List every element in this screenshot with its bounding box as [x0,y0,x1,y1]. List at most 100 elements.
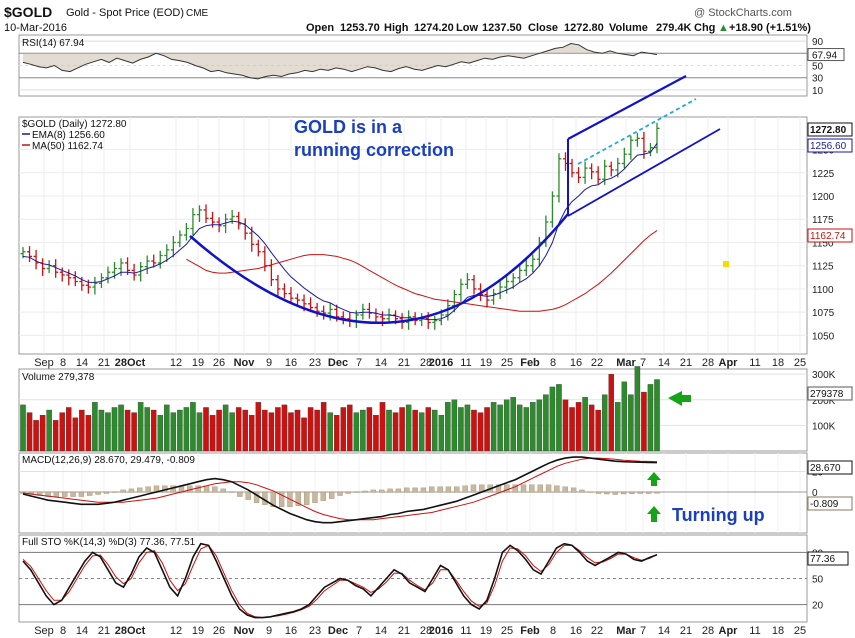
volume-bar [386,409,392,452]
macd-histogram-bar [237,491,243,497]
macd-histogram-bar [212,486,218,493]
macd-up-arrow-icon [647,472,661,486]
macd-histogram-bar [454,486,460,493]
macd-histogram-bar [53,491,60,497]
volume-bar [399,407,405,452]
macd-histogram-bar [437,486,443,493]
volume-bar [209,414,216,452]
stochastic-k-line [22,542,658,619]
price-x-tick-label: 26 [213,357,225,369]
volume-bar [366,407,373,452]
price-x-tick-label: 14 [658,357,670,369]
ema8-line [22,143,658,321]
turning-up-arrow-icon [647,506,661,522]
close-value: 1272.80 [564,22,604,34]
macd-hist-tag: -0.809 [810,499,839,510]
price-x-tick-label: Sep [34,357,54,369]
stochastic-x-tick-label: 25 [501,625,513,637]
close-label: Close [528,22,558,34]
volume-y-tick-label: 200K [812,396,836,407]
macd-histogram-bar [312,491,318,503]
rsi-line [22,42,658,80]
macd-hist-tag-box [807,496,853,511]
volume-bar [72,417,79,452]
volume-bar [249,414,255,452]
volume-bar [52,420,59,452]
volume-bar [190,402,196,452]
volume-bar [458,407,464,452]
macd-histogram-bar [62,491,68,497]
volume-bar [59,412,65,452]
annotations: GOLD is in a running correction Turning … [294,117,765,525]
volume-bar [575,402,582,452]
stochastic-x-tick-label: 23 [309,625,321,637]
price-x-tick-label: 14 [76,357,88,369]
instrument-name: Gold - Spot Price (EOD) [66,7,184,19]
macd-histogram-bar [95,491,101,495]
macd-histogram-bar [128,488,135,493]
volume-bar [477,412,484,452]
macd-histogram-bar [87,491,93,496]
price-x-tick-label: 28 [702,357,714,369]
macd-histogram-bar [554,485,560,493]
price-panel: 125012251200117511501125110010751050$GOL… [19,75,853,342]
macd-histogram-bar [345,491,351,494]
macd-histogram-bar [70,491,76,497]
stochastic-x-tick-label: 11 [749,625,760,637]
stochastic-x-tick-label: 8 [550,625,556,637]
volume-bar [157,414,164,452]
volume-bar [333,414,340,452]
macd-histogram-bar [278,491,285,507]
volume-bar [425,407,431,452]
volume-bar [432,409,438,452]
price-x-tick-label: 2016 [429,357,453,369]
price-y-tick-label: 1125 [812,262,834,273]
axis-layer: Sep Sep 8 8 14 14 21 21 28Oct 28Oct 12 12 19 19 26 26 No… [34,357,806,637]
volume-bar [497,404,503,452]
volume-bar [471,409,477,452]
volume-bar [111,407,118,452]
macd-signal-line [22,457,658,521]
price-y-tick-label: 1075 [812,308,835,319]
stochastic-x-tick-label: 28Oct [115,625,146,637]
volume-bar [379,402,386,452]
volume-bar [301,417,307,452]
volume-bar [634,366,641,452]
volume-bar [418,412,425,452]
ema-legend: EMA(8) 1256.60 [32,130,105,141]
macd-panel: 200MACD(12,26,9) 28.670, 29.479, -0.8092… [19,455,853,524]
macd-histogram-bar [637,491,643,494]
volume-panel: 300K 200K 100K Volume 279,378 279378 [19,366,853,452]
volume-bar [373,414,379,452]
price-y-tick-label: 1225 [812,169,835,180]
volume-bar [353,412,360,452]
volume-bar [412,409,418,452]
volume-bar [516,404,523,452]
macd-histogram-bar [620,491,627,495]
price-tag: 1162.74 [810,231,846,242]
volume-label: Volume [609,22,648,34]
macd-histogram-bar [470,484,477,493]
volume-bar [177,409,183,452]
annotation-line-2: running correction [294,140,454,160]
price-x-tick-label: Feb [520,357,540,369]
volume-bar [66,407,72,452]
volume-bar [347,404,353,452]
stochastic-x-tick-label: 7 [356,625,362,637]
price-x-tick-label: 28 [420,357,432,369]
volume-bar [164,404,170,452]
volume-tag: 279378 [810,389,844,400]
volume-bar [294,409,301,452]
volume-bar [523,407,530,452]
ohlc-readout: Open 1253.70 High 1274.20 Low 1237.50 Cl… [306,22,811,34]
volume-bar [46,409,52,452]
price-x-tick-label: Nov [234,357,256,369]
exchange: CME [186,8,209,19]
price-x-tick-label: 16 [570,357,582,369]
price-x-tick-label: 9 [266,357,272,369]
volume-bar [20,404,26,452]
macd-histogram-bar [203,485,210,493]
price-x-tick-label: Apr [719,357,739,369]
macd-histogram-bar [379,489,385,493]
volume-bar [92,402,98,452]
